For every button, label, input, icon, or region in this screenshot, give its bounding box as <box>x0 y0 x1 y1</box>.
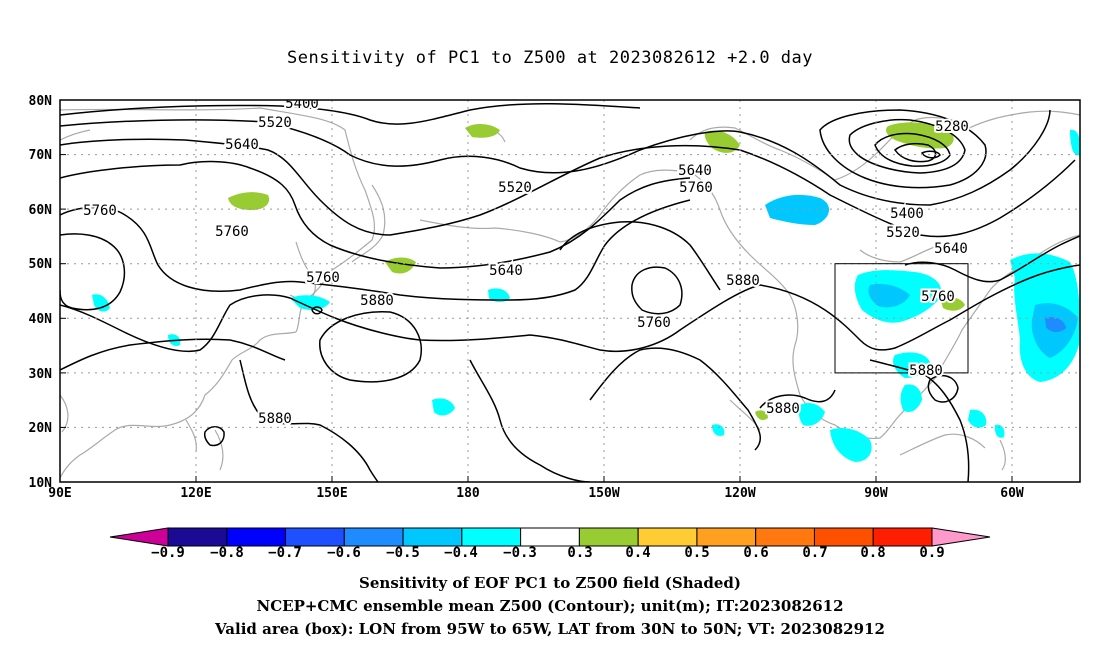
colorbar-label: 0.4 <box>625 545 650 561</box>
contour-label: 5400 <box>285 96 319 112</box>
contour-labels: 5400 5520 5640 5760 5520 5640 5760 5760 … <box>81 96 971 429</box>
colorbar-labels: −0.9 −0.8 −0.7 −0.6 −0.5 −0.4 −0.3 0.3 0… <box>151 545 945 561</box>
latitude-labels: 80N 70N 60N 50N 40N 30N 20N 10N <box>29 94 53 491</box>
lat-label: 20N <box>29 421 53 436</box>
colorbar-cell <box>872 527 933 547</box>
valid-area-box <box>834 263 969 374</box>
contour-label: 5640 <box>225 137 259 153</box>
contour-label: 5880 <box>766 401 800 417</box>
lat-label: 80N <box>29 94 53 109</box>
colorbar-label: −0.6 <box>327 545 361 561</box>
colorbar-cell <box>285 527 345 547</box>
lat-label: 40N <box>29 312 53 327</box>
colorbar-cell <box>813 527 874 547</box>
contour-label: 5760 <box>83 203 117 219</box>
lon-label: 180 <box>456 486 480 501</box>
lon-label: 150W <box>588 486 619 501</box>
lat-label: 30N <box>29 367 53 382</box>
colorbar-cell <box>696 527 757 547</box>
colorbar-cell <box>461 527 522 547</box>
contour-label: 5760 <box>215 224 249 240</box>
tick-marks <box>60 99 1013 482</box>
contour-label: 5520 <box>886 225 920 241</box>
colorbar-label: 0.8 <box>860 545 885 561</box>
contour-label: 5640 <box>678 163 712 179</box>
lat-label: 50N <box>29 257 53 272</box>
colorbar-label: 0.6 <box>743 545 768 561</box>
colorbar-label: −0.3 <box>503 545 537 561</box>
longitude-labels: 90E 120E 150E 180 150W 120W 90W 60W <box>48 486 1024 501</box>
contour-label: 5640 <box>489 263 523 279</box>
colorbar-label: 0.7 <box>802 545 827 561</box>
contour-label: 5640 <box>934 241 968 257</box>
colorbar-cell <box>167 527 228 547</box>
contour-label: 5880 <box>360 293 394 309</box>
caption-line-2: NCEP+CMC ensemble mean Z500 (Contour); u… <box>256 597 844 615</box>
lon-label: 90W <box>864 486 888 501</box>
colorbar-low-triangle <box>109 527 169 547</box>
colorbar-label: 0.5 <box>684 545 709 561</box>
caption-line-1: Sensitivity of EOF PC1 to Z500 field (Sh… <box>359 574 741 592</box>
graticule <box>60 100 1080 482</box>
contour-label: 5400 <box>890 206 924 222</box>
colorbar-label: −0.4 <box>444 545 478 561</box>
caption-line-3: Valid area (box): LON from 95W to 65W, L… <box>215 620 885 638</box>
lon-label: 150E <box>316 486 347 501</box>
lon-label: 120E <box>180 486 211 501</box>
contour-label: 5280 <box>935 119 969 135</box>
colorbar-label: −0.5 <box>386 545 420 561</box>
colorbar-cell <box>343 527 404 547</box>
colorbar-label: −0.8 <box>210 545 244 561</box>
colorbar-cell <box>226 527 287 547</box>
contour-label: 5760 <box>921 289 955 305</box>
colorbar-label: 0.9 <box>919 545 944 561</box>
colorbar-cell <box>755 527 815 547</box>
colorbar-label: 0.3 <box>567 545 592 561</box>
lat-label: 60N <box>29 203 53 218</box>
colorbar-label: −0.7 <box>268 545 302 561</box>
lon-label: 120W <box>724 486 755 501</box>
contour-label: 5760 <box>637 315 671 331</box>
colorbar-cell <box>578 527 639 547</box>
map-title: Sensitivity of PC1 to Z500 at 2023082612… <box>286 48 813 68</box>
colorbar: −0.9 −0.8 −0.7 −0.6 −0.5 −0.4 −0.3 0.3 0… <box>109 527 991 561</box>
lon-label: 60W <box>1000 486 1024 501</box>
colorbar-cell <box>402 527 463 547</box>
contour-label: 5520 <box>498 180 532 196</box>
lat-label: 70N <box>29 148 53 163</box>
colorbar-label: −0.9 <box>151 545 185 561</box>
colorbar-cell <box>520 527 580 547</box>
colorbar-cell <box>637 527 698 547</box>
lat-label: 10N <box>29 476 53 491</box>
colorbar-high-triangle <box>931 527 991 547</box>
contour-label: 5880 <box>726 273 760 289</box>
contour-label: 5880 <box>909 363 943 379</box>
contour-label: 5760 <box>306 270 340 286</box>
map-frame <box>59 99 1081 483</box>
contour-label: 5520 <box>258 115 292 131</box>
contour-label: 5760 <box>679 180 713 196</box>
colorbar-cells <box>167 527 933 547</box>
lon-label: 90E <box>48 486 71 501</box>
contour-label: 5880 <box>258 411 292 427</box>
